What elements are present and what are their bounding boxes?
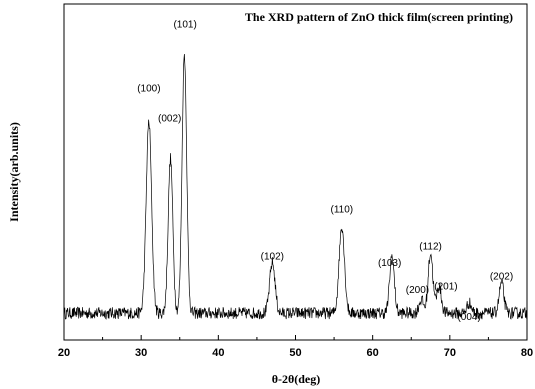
x-tick-label: 50 <box>289 347 301 359</box>
peak-labels: (100) (002) (101) (102) (110) (103) (200) (112)… <box>137 20 513 323</box>
peak-label: (100) <box>137 83 160 94</box>
x-tick-label: 80 <box>521 347 533 359</box>
peak-label: (112) <box>419 241 442 252</box>
x-axis-tick-labels: 20 30 40 50 60 70 80 <box>58 347 533 359</box>
xrd-series-line <box>63 53 528 320</box>
plot-frame <box>63 3 528 341</box>
x-tick-label: 60 <box>367 347 379 359</box>
peak-label: (110) <box>330 204 353 215</box>
x-tick-label: 70 <box>444 347 456 359</box>
x-axis-title: θ-2θ(deg) <box>272 372 321 386</box>
peak-label: (200) <box>406 285 429 296</box>
peak-label: (004) <box>457 312 480 323</box>
x-tick-label: 30 <box>135 347 147 359</box>
peak-label: (002) <box>158 114 181 125</box>
peak-label: (102) <box>261 251 284 262</box>
peak-label: (202) <box>490 272 513 283</box>
x-axis-ticks <box>63 335 528 340</box>
y-axis-title: Intensity(arb.units) <box>7 122 21 222</box>
peak-label: (103) <box>378 258 401 269</box>
chart-title: The XRD pattern of ZnO thick film(screen… <box>245 10 513 24</box>
peak-label: (201) <box>434 282 457 293</box>
x-tick-label: 20 <box>58 347 70 359</box>
x-tick-label: 40 <box>212 347 224 359</box>
peak-label: (101) <box>173 20 196 31</box>
